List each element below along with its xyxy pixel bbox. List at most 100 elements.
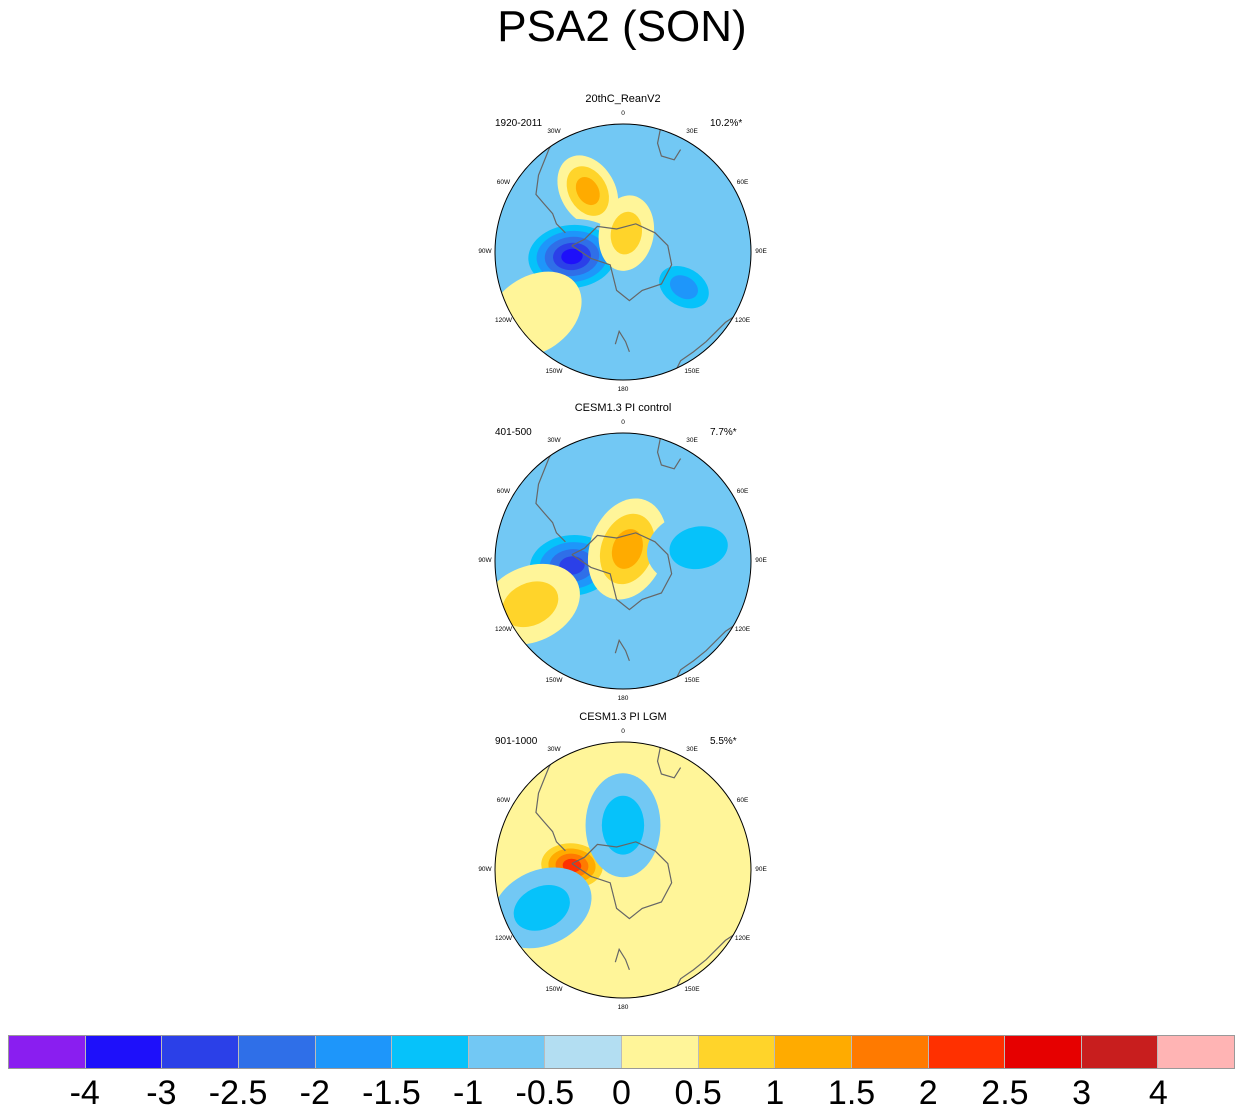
main-title: PSA2 (SON) (497, 2, 747, 51)
colorbar-box (698, 1036, 776, 1068)
colorbar-label: -2 (299, 1074, 330, 1112)
longitude-label: 150W (545, 985, 563, 993)
anomaly-contour (562, 858, 582, 873)
anomaly-contour (610, 211, 643, 255)
coastline (673, 618, 745, 683)
longitude-label: 30W (547, 437, 561, 445)
longitude-label: 0 (621, 419, 625, 426)
longitude-label: 60W (496, 797, 511, 804)
anomaly-contour (669, 526, 728, 570)
panel-variance: 10.2%* (710, 118, 743, 129)
longitude-label: 150W (545, 676, 563, 684)
coastline (656, 742, 682, 779)
longitude-label: 30W (547, 128, 561, 136)
longitude-label: 0 (621, 110, 625, 117)
panel-variance: 7.7%* (710, 427, 737, 438)
colorbar-box (162, 1036, 239, 1068)
longitude-label: 120W (494, 317, 512, 324)
longitude-label: 60W (496, 488, 511, 495)
longitude-label: 60E (736, 488, 749, 495)
panel-title: 20thC_ReanV2 (585, 93, 661, 105)
colorbar-box (851, 1036, 929, 1068)
longitude-label: 90E (755, 557, 767, 564)
anomaly-contour (513, 885, 570, 931)
longitude-label: 90W (478, 557, 492, 564)
longitude-label: 60E (736, 797, 749, 804)
anomaly-contour (601, 795, 645, 855)
map-outline (494, 432, 752, 690)
colorbar-box (392, 1036, 469, 1068)
colorbar (8, 1035, 1235, 1069)
anomaly-contour (502, 581, 559, 628)
longitude-label: 120E (734, 626, 751, 633)
colorbar-label: 0.5 (674, 1074, 722, 1112)
coastline (571, 532, 673, 611)
panel-period: 901-1000 (495, 736, 538, 747)
longitude-label: 90W (478, 248, 492, 255)
colorbar-label: -1 (453, 1074, 484, 1112)
colorbar-box (775, 1036, 852, 1068)
colorbar-box (315, 1036, 393, 1068)
colorbar-label: 4 (1148, 1074, 1168, 1112)
longitude-label: 90W (478, 866, 492, 873)
coastline (673, 309, 745, 374)
coastline (614, 329, 630, 353)
longitude-label: 150E (684, 367, 700, 375)
colorbar-label: 1 (765, 1074, 785, 1112)
colorbar-label: -4 (69, 1074, 100, 1112)
anomaly-contour (669, 275, 699, 300)
anomaly-contour (561, 248, 583, 265)
colorbar-box (238, 1036, 316, 1068)
map-outline (494, 123, 752, 381)
colorbar-label: -2.5 (208, 1074, 268, 1112)
coastline (571, 223, 673, 302)
panel-variance: 5.5%* (710, 736, 737, 747)
longitude-label: 120W (494, 626, 512, 633)
colorbar-label: 3 (1072, 1074, 1092, 1112)
colorbar-box (9, 1036, 86, 1068)
colorbar-label: -0.5 (515, 1074, 575, 1112)
panel-period: 1920-2011 (495, 118, 543, 129)
colorbar-label: -1.5 (362, 1074, 421, 1112)
colorbar-label: 2 (918, 1074, 938, 1112)
anomaly-contour (575, 176, 600, 206)
colorbar-box (1081, 1036, 1159, 1068)
coastline (656, 433, 682, 470)
longitude-label: 180 (617, 695, 629, 702)
longitude-label: 150E (684, 985, 700, 993)
colorbar-box (1005, 1036, 1082, 1068)
coastline (614, 947, 630, 971)
longitude-label: 30E (686, 746, 698, 754)
coastline (614, 638, 630, 662)
coastline (656, 124, 682, 161)
colorbar-label: 2.5 (981, 1074, 1029, 1112)
longitude-label: 120E (734, 935, 751, 942)
panel-title: CESM1.3 PI LGM (579, 711, 667, 723)
map-outline (494, 741, 752, 999)
coastline (571, 841, 673, 920)
longitude-label: 60W (496, 179, 511, 186)
longitude-label: 150W (545, 367, 563, 375)
longitude-label: 90E (755, 866, 767, 873)
coastline (535, 439, 566, 543)
longitude-label: 60E (736, 179, 749, 186)
colorbar-box (622, 1036, 699, 1068)
longitude-label: 30E (686, 128, 698, 136)
coastline (535, 130, 566, 234)
colorbar-box (85, 1036, 163, 1068)
longitude-label: 90E (755, 248, 767, 255)
panel-period: 401-500 (495, 427, 532, 438)
longitude-label: 150E (684, 676, 700, 684)
longitude-label: 0 (621, 728, 625, 735)
panel-title: CESM1.3 PI control (574, 402, 672, 414)
longitude-label: 120W (494, 935, 512, 942)
longitude-label: 30W (547, 746, 561, 754)
colorbar-label: 0 (612, 1074, 631, 1112)
longitude-label: 120E (734, 317, 751, 324)
coastline (673, 927, 745, 992)
colorbar-box (468, 1036, 546, 1068)
longitude-label: 180 (617, 1004, 629, 1011)
colorbar-label: -3 (146, 1074, 177, 1112)
